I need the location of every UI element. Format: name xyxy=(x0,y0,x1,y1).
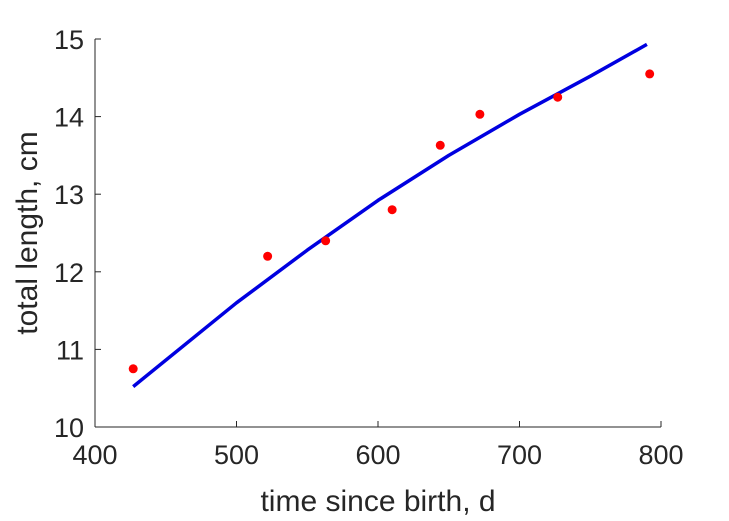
x-tick-label: 500 xyxy=(214,440,259,470)
data-point xyxy=(321,236,331,246)
data-point xyxy=(553,92,563,102)
fit-curve-group xyxy=(132,42,648,388)
y-tick-label: 14 xyxy=(54,103,84,133)
data-points-group xyxy=(128,69,655,374)
x-tick-label: 600 xyxy=(355,440,400,470)
data-point xyxy=(263,251,273,261)
data-point xyxy=(645,69,655,79)
y-tick-label: 10 xyxy=(54,413,84,443)
y-axis-label: total length, cm xyxy=(11,131,44,334)
data-point xyxy=(128,364,138,374)
axes xyxy=(94,39,661,428)
y-tick-label: 13 xyxy=(54,180,84,210)
axis-ticks: 400 500 600 700 800 10 11 12 13 14 15 xyxy=(54,25,684,470)
y-tick-label: 11 xyxy=(56,335,84,365)
data-point xyxy=(435,140,445,150)
x-tick-label: 800 xyxy=(638,440,683,470)
x-axis-label: time since birth, d xyxy=(260,485,495,518)
x-tick-label: 700 xyxy=(497,440,542,470)
data-point xyxy=(475,109,485,119)
data-point xyxy=(387,205,397,215)
x-tick-label: 400 xyxy=(72,440,117,470)
y-tick-label: 15 xyxy=(54,25,84,55)
y-tick-label: 12 xyxy=(54,258,84,288)
fit-curve xyxy=(132,42,648,388)
